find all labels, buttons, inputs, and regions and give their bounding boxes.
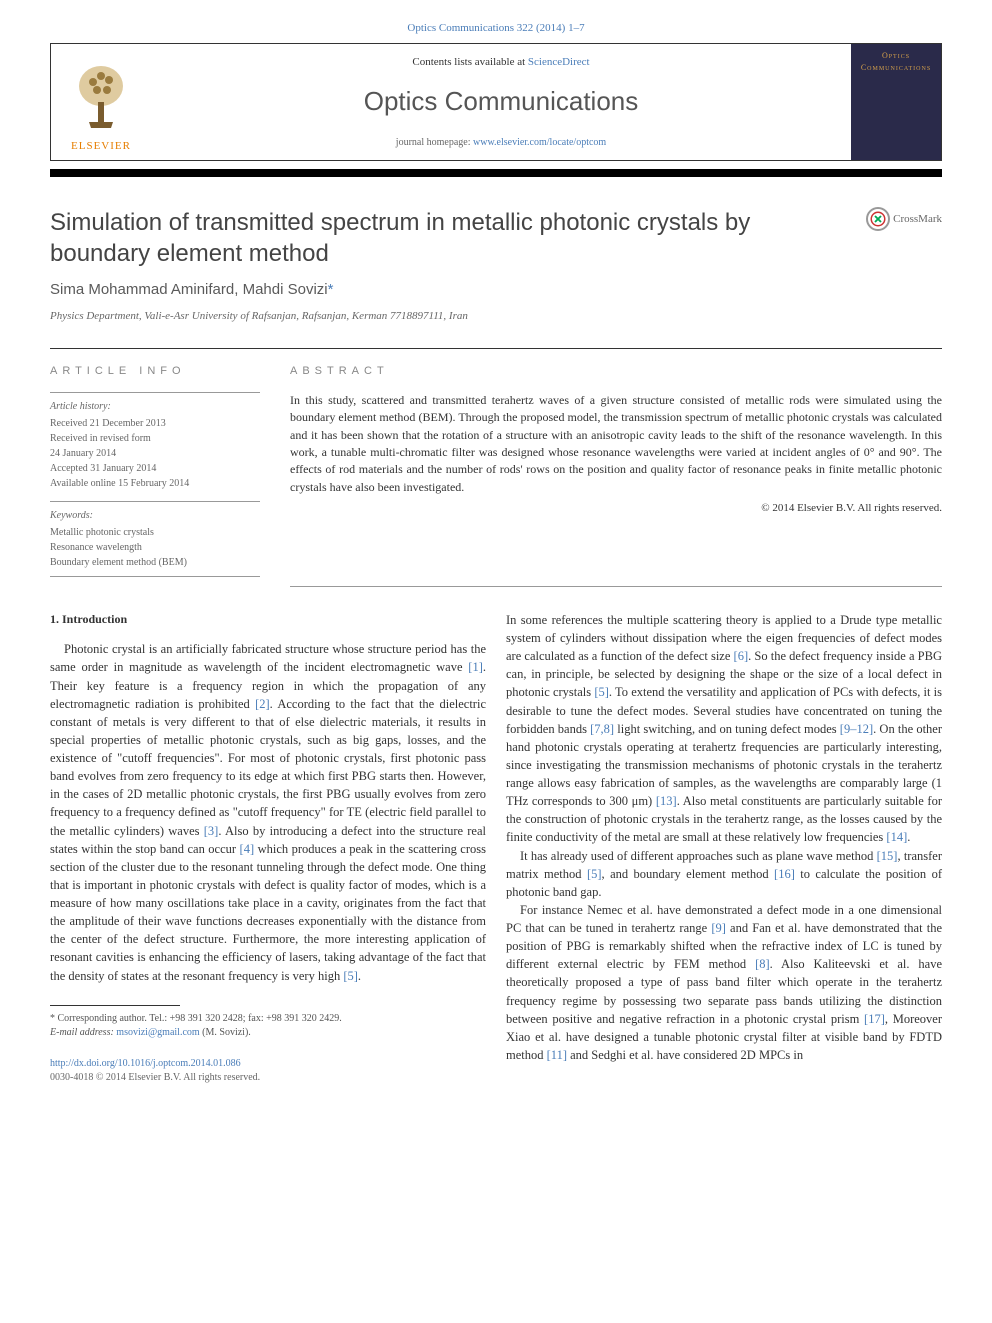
- ref-5c[interactable]: [5]: [587, 867, 602, 881]
- keywords-block: Keywords: Metallic photonic crystals Res…: [50, 501, 260, 577]
- kw1: Metallic photonic crystals: [50, 525, 260, 540]
- corr-footnote: * Corresponding author. Tel.: +98 391 32…: [50, 1012, 486, 1027]
- ref-14[interactable]: [14]: [886, 830, 907, 844]
- ref-912[interactable]: [9–12]: [840, 722, 873, 736]
- intro-heading: 1. Introduction: [50, 611, 486, 628]
- col2-para-3: For instance Nemec et al. have demonstra…: [506, 901, 942, 1064]
- cover-line1: Optics: [882, 50, 910, 62]
- abstract-copyright: © 2014 Elsevier B.V. All rights reserved…: [290, 500, 942, 517]
- ref-2[interactable]: [2]: [255, 697, 270, 711]
- crossmark-badge[interactable]: CrossMark: [866, 207, 942, 231]
- ref-6[interactable]: [6]: [734, 649, 749, 663]
- kw3: Boundary element method (BEM): [50, 555, 260, 570]
- contents-prefix: Contents lists available at: [412, 56, 527, 68]
- article-info-col: ARTICLE INFO Article history: Received 2…: [50, 363, 260, 587]
- header-underline: [50, 169, 942, 177]
- journal-citation[interactable]: Optics Communications 322 (2014) 1–7: [50, 20, 942, 37]
- affiliation: Physics Department, Vali-e-Asr Universit…: [50, 308, 942, 325]
- revised-2: 24 January 2014: [50, 446, 260, 461]
- col2-para-2: It has already used of different approac…: [506, 847, 942, 901]
- crossmark-icon: [866, 207, 890, 231]
- ref-9[interactable]: [9]: [711, 921, 726, 935]
- ref-13[interactable]: [13]: [656, 794, 677, 808]
- crossmark-label: CrossMark: [893, 211, 942, 228]
- kw2: Resonance wavelength: [50, 540, 260, 555]
- ref-5b[interactable]: [5]: [594, 685, 609, 699]
- author-names: Sima Mohammad Aminifard, Mahdi Sovizi: [50, 281, 328, 298]
- corr-marker: *: [328, 281, 334, 298]
- publisher-logo-block: ELSEVIER: [51, 44, 151, 161]
- header-center: Contents lists available at ScienceDirec…: [151, 44, 851, 161]
- elsevier-tree-icon: [71, 64, 131, 134]
- history-block: Article history: Received 21 December 20…: [50, 392, 260, 491]
- sciencedirect-link[interactable]: ScienceDirect: [528, 56, 590, 68]
- ref-5a[interactable]: [5]: [343, 969, 358, 983]
- intro-para-1: Photonic crystal is an artificially fabr…: [50, 640, 486, 984]
- article-title: Simulation of transmitted spectrum in me…: [50, 207, 810, 269]
- ref-78[interactable]: [7,8]: [590, 722, 614, 736]
- ref-11[interactable]: [11]: [547, 1048, 567, 1062]
- ref-4[interactable]: [4]: [240, 842, 255, 856]
- journal-cover-thumb: Optics Communications: [851, 44, 941, 161]
- keywords-label: Keywords:: [50, 508, 260, 523]
- ref-1[interactable]: [1]: [468, 660, 483, 674]
- abstract-col: ABSTRACT In this study, scattered and tr…: [290, 363, 942, 587]
- received-date: Received 21 December 2013: [50, 416, 260, 431]
- cover-line2: Communications: [861, 62, 931, 74]
- ref-17[interactable]: [17]: [864, 1012, 885, 1026]
- email-author: (M. Sovizi).: [200, 1027, 251, 1038]
- doi-block: http://dx.doi.org/10.1016/j.optcom.2014.…: [50, 1057, 486, 1086]
- col2-para-1: In some references the multiple scatteri…: [506, 611, 942, 847]
- article-info-heading: ARTICLE INFO: [50, 363, 260, 380]
- body-col-left: 1. Introduction Photonic crystal is an a…: [50, 611, 486, 1086]
- email-label: E-mail address:: [50, 1027, 116, 1038]
- homepage-prefix: journal homepage:: [396, 137, 473, 148]
- publisher-name: ELSEVIER: [71, 138, 131, 155]
- authors: Sima Mohammad Aminifard, Mahdi Sovizi*: [50, 279, 942, 302]
- revised-1: Received in revised form: [50, 431, 260, 446]
- ref-3[interactable]: [3]: [204, 824, 219, 838]
- journal-title: Optics Communications: [364, 82, 639, 121]
- info-abstract-row: ARTICLE INFO Article history: Received 2…: [50, 348, 942, 587]
- homepage-line: journal homepage: www.elsevier.com/locat…: [396, 135, 606, 150]
- ref-8[interactable]: [8]: [755, 957, 770, 971]
- abstract-text: In this study, scattered and transmitted…: [290, 392, 942, 496]
- contents-available: Contents lists available at ScienceDirec…: [412, 54, 589, 71]
- doi-link[interactable]: http://dx.doi.org/10.1016/j.optcom.2014.…: [50, 1058, 241, 1069]
- online-date: Available online 15 February 2014: [50, 476, 260, 491]
- ref-15[interactable]: [15]: [877, 849, 898, 863]
- ref-16[interactable]: [16]: [774, 867, 795, 881]
- body-columns: 1. Introduction Photonic crystal is an a…: [50, 611, 942, 1086]
- abstract-heading: ABSTRACT: [290, 363, 942, 380]
- email-link[interactable]: msovizi@gmail.com: [116, 1027, 199, 1038]
- homepage-link[interactable]: www.elsevier.com/locate/optcom: [473, 137, 606, 148]
- accepted-date: Accepted 31 January 2014: [50, 461, 260, 476]
- body-col-right: In some references the multiple scatteri…: [506, 611, 942, 1086]
- footnote-separator: [50, 1005, 180, 1006]
- article-header: Simulation of transmitted spectrum in me…: [50, 207, 942, 269]
- history-label: Article history:: [50, 399, 260, 414]
- email-footnote: E-mail address: msovizi@gmail.com (M. So…: [50, 1026, 486, 1041]
- issn-copyright: 0030-4018 © 2014 Elsevier B.V. All right…: [50, 1071, 486, 1086]
- journal-header: ELSEVIER Contents lists available at Sci…: [50, 43, 942, 162]
